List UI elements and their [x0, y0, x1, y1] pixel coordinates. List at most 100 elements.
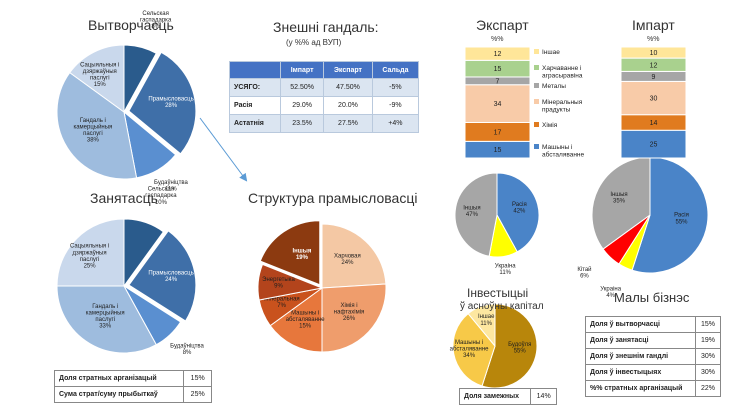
- bar-label-экспарт-металы: 7: [496, 78, 500, 85]
- bar-label-імпарт-мінеральныя-прадукты: 30: [650, 96, 658, 103]
- table-row: Сума страт/суму прыбыткаў 25%: [53, 386, 212, 403]
- small-business-table: Доля ў вытворчасці 15% Доля ў занятасці 19…: [584, 316, 721, 397]
- bar-экспарт-мінеральныя-прадукты: [464, 84, 531, 123]
- employment-slice-сацыяльныя-і-дзяржаўныя-паслугі: [56, 218, 125, 287]
- trade-header-balance: Сальда: [371, 61, 420, 79]
- table-cell: Доля ў вытворчасці: [584, 316, 697, 333]
- import-title: Імпарт: [632, 17, 675, 33]
- trade-table: Імпарт Экспарт Сальда УСЯГО: 52.50% 47.5…: [228, 61, 420, 133]
- bar-label-экспарт-машыны-і-абсталяванне: 15: [494, 147, 502, 154]
- industry-slice-машыны-і-абсталяванне: [269, 287, 323, 353]
- foreign-share-table: Доля замежных 14%: [458, 388, 557, 405]
- employment-slice-гандаль-і-камерцыйныя-паслугі: [56, 285, 157, 354]
- table-row: Доля замежных 14%: [458, 388, 557, 405]
- invest-title: Інвестыцыі: [467, 286, 529, 300]
- industry-label-іншыя: Іншыя 19%: [293, 248, 312, 261]
- trade-header-import: Імпарт: [280, 61, 325, 79]
- export-title: Экспарт: [476, 17, 529, 33]
- industry-label-харчовая: Харчовая 24%: [334, 254, 361, 267]
- bar-label-імпарт-машыны-і-абсталяванне: 25: [650, 142, 658, 149]
- table-cell: 20.0%: [323, 96, 373, 115]
- bar-label-экспарт-мінеральныя-прадукты: 34: [494, 101, 502, 108]
- industry-label-хімія-і-нафтахімія: Хімія і нафтахімія 26%: [334, 303, 365, 322]
- production-label-сельская-гаспадарка: Сельская гаспадарка 8%: [140, 11, 172, 30]
- invest-slice-машыны-і-абсталяванне: [452, 312, 496, 387]
- import_geo-slice-расія: [631, 156, 709, 274]
- legend-swatch-мінеральныя-прадукты: [534, 99, 539, 104]
- table-cell: УСЯГО:: [228, 78, 282, 97]
- table-row: УСЯГО: 52.50% 47.50% -5%: [228, 78, 420, 97]
- trade-title: Знешні гандаль:: [273, 19, 379, 35]
- legend-label-машыны-і-абсталяванне: Машыны і абсталяванне: [542, 143, 585, 159]
- export_geo-label-іншыя: Іншыя 47%: [463, 205, 480, 218]
- table-cell: Астатнія: [228, 114, 282, 133]
- table-cell: Доля замежных: [458, 388, 532, 405]
- table-row: %% стратных арганізацый 22%: [584, 380, 721, 397]
- production-slice-гандаль-і-камерцыйныя-паслугі: [56, 71, 138, 180]
- employment-label-будаўніцтва: Будаўніцтва 8%: [170, 342, 204, 356]
- legend-label-хімія: Хімія: [542, 121, 558, 129]
- table-cell: Доля ў інвестыцыях: [584, 364, 697, 381]
- invest-label-будоўля: Будоўля 55%: [508, 341, 531, 355]
- table-cell: Расія: [228, 96, 282, 115]
- invest-label-машыны-і-абсталяванне: Машыны і абсталяванне 34%: [450, 340, 490, 359]
- trade-subtitle: (у %% ад ВУП): [286, 38, 342, 47]
- employment-label-сельская-гаспадарка: Сельская гаспадарка 10%: [145, 187, 177, 206]
- table-cell: 30%: [695, 364, 721, 381]
- industry-label-энергетыка: Энергетыка 9%: [262, 277, 295, 290]
- table-cell: 27.5%: [323, 114, 373, 133]
- employment-label-сацыяльныя-і-дзяржаўныя-паслугі: Сацыяльныя і дзяржаўныя паслугі 25%: [70, 244, 109, 270]
- import_geo-label-іншыя: Іншыя 35%: [610, 192, 627, 205]
- industry-slice-харчовая: [321, 223, 387, 289]
- industry-title: Структура прамысловасці: [248, 190, 418, 206]
- legend-swatch-металы: [534, 83, 539, 88]
- trade-header-export: Экспарт: [323, 61, 373, 79]
- table-row: Доля ў знешнім гандлі 30%: [584, 348, 721, 365]
- table-row: Расія 29.0% 20.0% -9%: [228, 96, 420, 115]
- bar-label-экспарт-іншае: 12: [494, 51, 502, 58]
- connector-arrow: [199, 117, 248, 182]
- table-row: Доля ў занятасці 19%: [584, 332, 721, 349]
- table-row: Доля стратных арганізацый 15%: [53, 370, 212, 387]
- industry-slice-энергетыка: [257, 263, 324, 301]
- import_geo-label-расія: Расія 55%: [674, 213, 689, 226]
- bar-імпарт-машыны-і-абсталяванне: [620, 129, 687, 159]
- legend-label-харчаванне-і-аграсыравіна: Харчаванне і аграсыравіна: [542, 64, 583, 80]
- industry-slice-хімія-і-нафтахімія: [321, 283, 387, 353]
- table-cell: -5%: [371, 78, 420, 97]
- export-unit: %%: [491, 36, 504, 43]
- bar-label-імпарт-хімія: 14: [650, 120, 658, 127]
- table-row: Астатнія 23.5% 27.5% +4%: [228, 114, 420, 133]
- invest-subtitle: ў асноўны капітал: [460, 301, 544, 312]
- table-cell: 29.0%: [280, 96, 325, 115]
- table-cell: %% стратных арганізацый: [584, 380, 697, 397]
- losses-table: Доля стратных арганізацый 15% Сума страт…: [53, 370, 212, 403]
- table-row: Доля ў інвестыцыях 30%: [584, 364, 721, 381]
- employment-title: Занятасць: [90, 190, 158, 206]
- bar-label-імпарт-харчаванне-і-аграсыравіна: 12: [650, 62, 658, 69]
- table-cell: Доля ў знешнім гандлі: [584, 348, 697, 365]
- employment-pie-chart: Сельская гаспадарка 10% Прамысловасць 24% Буд…: [56, 187, 205, 356]
- legend-swatch-машыны-і-абсталяванне: [534, 144, 539, 149]
- invest-pie-chart: Будоўля 55% Машыны і абсталяванне 34% Іншае 11…: [450, 303, 538, 389]
- table-cell: 47.50%: [323, 78, 373, 97]
- employment-label-прамысловасць: Прамысловасць 24%: [148, 270, 193, 283]
- export_geo-label-украіна: Украіна 11%: [495, 264, 516, 277]
- production-label-будаўніцтва: Будаўніцтва 11%: [154, 179, 188, 193]
- import_geo-slice-іншыя: [591, 156, 651, 250]
- invest-slice-іншае: [467, 303, 496, 348]
- export_geo-slice-расія: [496, 172, 540, 253]
- bar-label-экспарт-харчаванне-і-аграсыравіна: 15: [494, 66, 502, 73]
- import_geo-label-украіна: Украіна 4%: [600, 287, 621, 300]
- production-slice-прамысловасць: [128, 51, 197, 155]
- table-cell: +4%: [371, 114, 420, 133]
- production-label-прамысловасць: Прамысловасць 28%: [148, 96, 193, 109]
- industry-label-мінеральная: Мінеральная 7%: [263, 296, 299, 309]
- employment-label-гандаль-і-камерцыйныя-паслугі: Гандаль і камерцыйныя паслугі 33%: [86, 304, 125, 330]
- industry-label-машыны-і-абсталяванне: Машыны і абсталяванне 15%: [286, 310, 326, 329]
- table-cell: 15%: [695, 316, 721, 333]
- import_geo-label-кітай: Кітай 6%: [577, 266, 591, 280]
- export_geo-label-расія: Расія 42%: [512, 202, 527, 215]
- table-cell: Сума страт/суму прыбыткаў: [53, 386, 185, 403]
